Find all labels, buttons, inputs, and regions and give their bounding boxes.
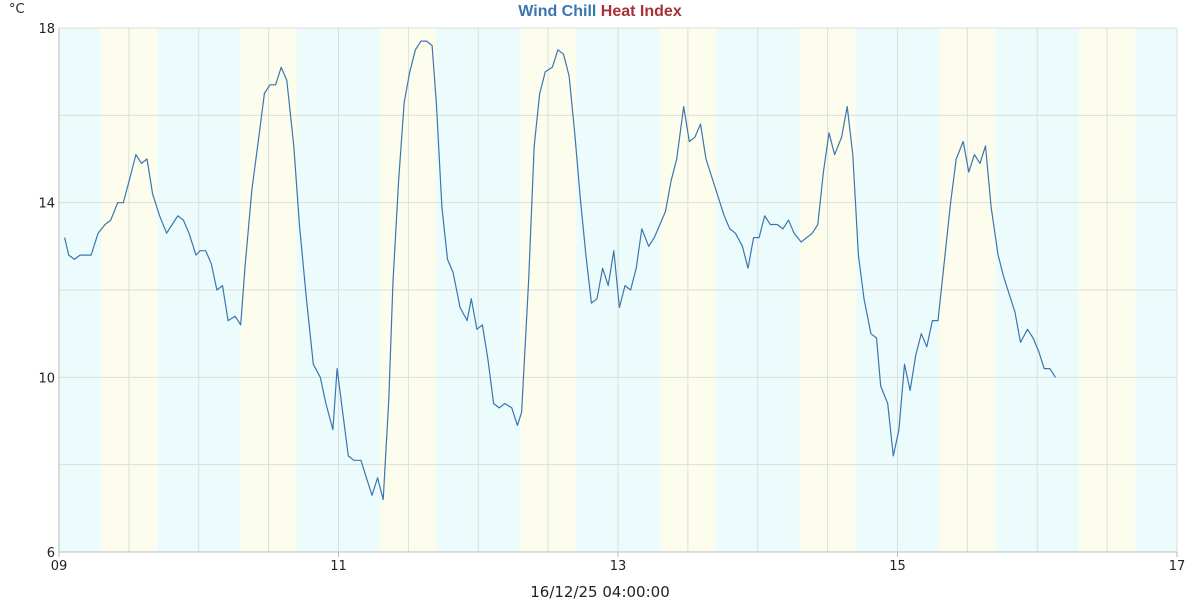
- y-tick-label: 10: [38, 371, 55, 386]
- x-tick-label: 13: [610, 559, 627, 574]
- timestamp: 16/12/25 04:00:00: [530, 583, 670, 601]
- x-tick-label: 17: [1169, 559, 1186, 574]
- x-tick-label: 09: [51, 559, 68, 574]
- y-tick-label: 14: [38, 197, 55, 212]
- series-line-wind-chill: [64, 40, 1056, 501]
- x-tick-label: 15: [889, 559, 906, 574]
- x-tick-label: 11: [330, 559, 347, 574]
- title-heat-index: Heat Index: [600, 3, 682, 20]
- series-lines: [64, 40, 1056, 501]
- title-wind-chill: Wind Chill: [518, 3, 597, 20]
- y-axis-unit: °C: [9, 2, 25, 17]
- y-tick-label: 6: [47, 546, 55, 561]
- tick-labels: 6 10 14 18 09 11 13 15 17: [38, 22, 1185, 574]
- y-tick-label: 18: [38, 22, 55, 37]
- chart-title: Wind Chill Heat Index: [0, 3, 1200, 21]
